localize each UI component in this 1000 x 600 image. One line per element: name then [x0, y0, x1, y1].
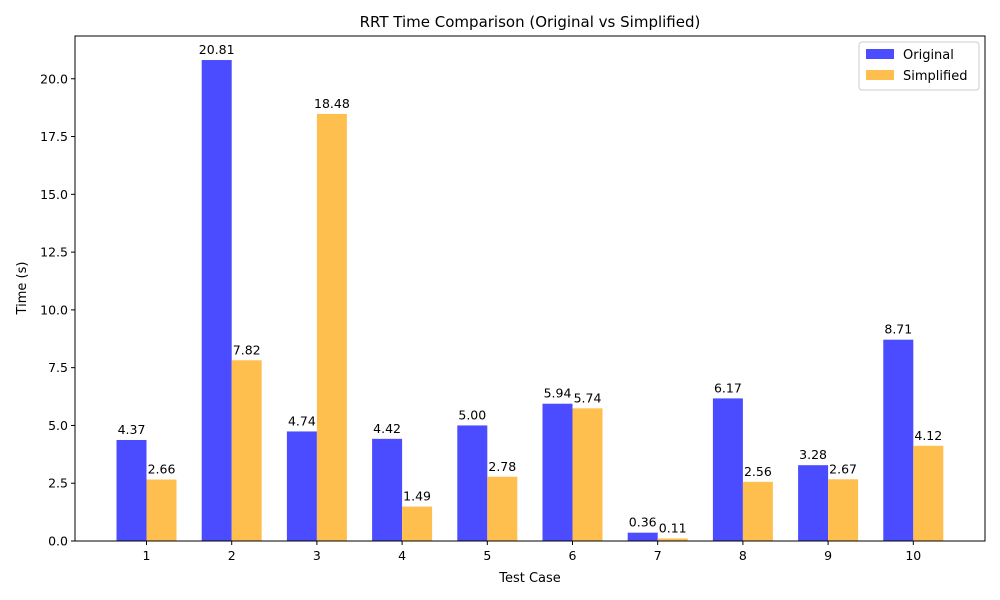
bar-simplified-case-3	[316, 113, 347, 541]
legend: Original Simplified	[858, 41, 980, 91]
bar-original-case-2	[201, 60, 232, 541]
legend-swatch-simplified	[866, 70, 894, 80]
legend-label-simplified: Simplified	[903, 69, 967, 84]
x-axis-label: Test Case	[498, 571, 561, 586]
bar-simplified-case-9	[828, 479, 859, 541]
data-label-simplified-case-1: 2.66	[148, 462, 176, 477]
data-label-simplified-case-8: 2.56	[744, 464, 772, 479]
bar-simplified-case-1	[146, 479, 177, 541]
x-tick-label: 1	[143, 548, 151, 563]
data-label-simplified-case-9: 2.67	[829, 461, 857, 476]
data-label-original-case-2: 20.81	[199, 42, 235, 57]
data-label-original-case-6: 5.94	[544, 386, 572, 401]
y-axis-label: Time (s)	[15, 262, 30, 316]
legend-swatch-original	[866, 49, 894, 59]
data-label-simplified-case-3: 18.48	[314, 96, 350, 111]
y-tick-label: 10.0	[40, 302, 68, 317]
bar-original-case-7	[627, 532, 658, 541]
x-axis-ticks: 1 2 3 4 5 6 7 8 9 10	[143, 541, 921, 563]
bar-simplified-case-4	[402, 506, 433, 541]
bar-original-case-10	[883, 339, 914, 541]
bar-original-case-6	[542, 403, 573, 541]
bar-simplified-case-5	[487, 476, 518, 541]
data-label-original-case-7: 0.36	[629, 515, 657, 530]
x-tick-label: 2	[228, 548, 236, 563]
bar-simplified-case-8	[742, 481, 773, 541]
x-tick-label: 8	[739, 548, 747, 563]
data-label-simplified-case-2: 7.82	[233, 342, 261, 357]
legend-label-original: Original	[903, 48, 954, 63]
x-tick-label: 3	[313, 548, 321, 563]
y-tick-label: 7.5	[48, 360, 68, 375]
y-tick-label: 12.5	[40, 245, 68, 260]
y-axis-ticks: 0.0 2.5 5.0 7.5 10.0 12.5 15.0 17.5 20.0	[40, 71, 75, 549]
data-label-original-case-9: 3.28	[799, 447, 827, 462]
bar-original-case-5	[457, 425, 488, 541]
y-tick-label: 5.0	[48, 418, 68, 433]
data-label-simplified-case-10: 4.12	[914, 428, 942, 443]
bar-original-case-9	[798, 465, 829, 541]
bar-simplified-case-7	[657, 538, 688, 541]
bar-original-case-1	[116, 440, 147, 541]
bar-simplified-case-2	[231, 360, 262, 541]
x-tick-label: 5	[483, 548, 491, 563]
data-label-simplified-case-6: 5.74	[574, 390, 602, 405]
bars-layer	[116, 60, 944, 541]
y-tick-label: 0.0	[48, 534, 68, 549]
bar-original-case-3	[286, 431, 317, 541]
bar-simplified-case-10	[913, 445, 944, 541]
x-tick-label: 4	[398, 548, 406, 563]
x-tick-label: 9	[824, 548, 832, 563]
data-label-original-case-4: 4.42	[373, 421, 401, 436]
x-tick-label: 6	[569, 548, 577, 563]
data-label-original-case-3: 4.74	[288, 413, 316, 428]
chart-title: RRT Time Comparison (Original vs Simplif…	[360, 13, 701, 31]
data-label-original-case-8: 6.17	[714, 380, 742, 395]
x-tick-label: 10	[905, 548, 921, 563]
y-tick-label: 2.5	[48, 476, 68, 491]
bar-original-case-8	[712, 398, 743, 541]
bar-original-case-4	[372, 438, 403, 541]
data-label-simplified-case-5: 2.78	[488, 459, 516, 474]
data-label-simplified-case-4: 1.49	[403, 489, 431, 504]
y-tick-label: 15.0	[40, 187, 68, 202]
data-label-original-case-10: 8.71	[884, 322, 912, 337]
x-tick-label: 7	[654, 548, 662, 563]
axes-frame	[74, 35, 986, 542]
data-labels-layer: 4.37 2.66 20.81 7.82 4.74 18.48 4.42 1.49 5.00 2.…	[118, 42, 943, 535]
data-label-original-case-5: 5.00	[458, 407, 486, 422]
bar-simplified-case-6	[572, 408, 603, 541]
data-label-original-case-1: 4.37	[118, 422, 146, 437]
y-tick-label: 17.5	[40, 129, 68, 144]
data-label-simplified-case-7: 0.11	[659, 520, 687, 535]
y-tick-label: 20.0	[40, 71, 68, 86]
